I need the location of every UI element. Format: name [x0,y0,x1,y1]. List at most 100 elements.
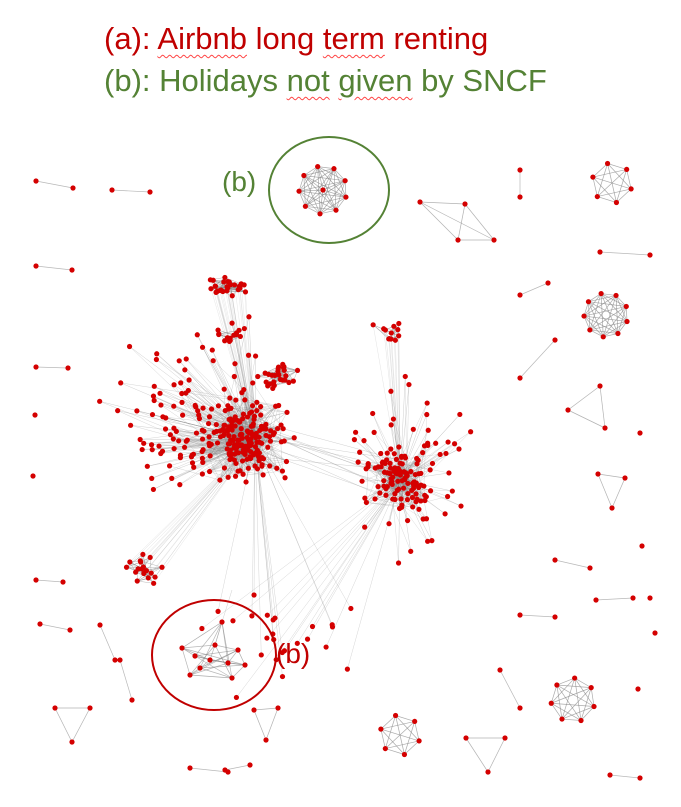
graph-edge [322,180,346,191]
graph-node [283,373,289,379]
legend-a-mid: long [247,21,323,56]
graph-node [238,426,244,432]
graph-edge [385,329,401,481]
graph-edge [487,737,506,773]
graph-node [429,460,436,467]
graph-edge [156,359,256,441]
graph-edge [588,301,628,322]
graph-node [252,444,259,450]
graph-node [397,460,403,466]
graph-edge [390,482,427,497]
graph-edge [186,358,256,441]
graph-edge [602,295,617,337]
graph-edge [561,718,582,721]
graph-node [424,400,430,406]
graph-edge [419,201,495,241]
graph-edge [269,434,274,466]
graph-node [389,479,395,485]
graph-node [280,365,287,371]
graph-edge [228,426,284,429]
graph-node [215,327,221,333]
graph-node [143,568,150,574]
graph-node [280,426,286,432]
graph-edge [237,649,246,666]
graph-edge [567,385,601,411]
graph-node [391,451,397,457]
graph-node [70,185,76,191]
graph-edge [210,286,228,289]
graph-node [455,237,461,243]
graph-node [423,516,430,522]
graph-node [67,627,73,633]
graph-node [427,488,434,494]
graph-node [416,738,422,744]
graph-node [97,398,103,404]
graph-edge [399,414,461,481]
graph-node [384,483,390,490]
graph-node [279,468,286,474]
graph-node [234,445,240,451]
graph-node [221,465,228,471]
graph-edge [391,332,401,481]
graph-edge [250,457,287,462]
graph-node [613,292,619,299]
graph-edge [597,473,626,479]
graph-edge [219,439,231,481]
graph-node [301,172,307,179]
graph-edge [603,321,628,338]
graph-node [157,390,163,396]
graph-node [52,705,58,711]
graph-edge [174,439,256,449]
graph-edge [181,393,274,435]
graph-edge [254,439,274,635]
graph-node [227,456,233,463]
graph-edge [609,774,641,779]
graph-node [378,464,384,470]
graph-node [222,407,228,414]
graph-node [290,378,296,384]
graph-edge [218,405,226,426]
graph-node [187,765,193,771]
graph-node [229,293,235,299]
graph-node [384,457,390,463]
graph-edge [574,678,582,721]
graph-edge [276,479,401,660]
graph-edge [597,169,627,197]
graph-node [230,437,236,444]
graph-node [254,449,260,455]
graph-edge [161,439,256,568]
graph-edge [224,764,251,771]
graph-edge [265,707,279,741]
graph-node [267,463,273,469]
graph-edge [583,315,628,322]
graph-edge [298,190,337,211]
graph-edge [588,301,627,307]
graph-node [598,290,604,297]
graph-edge [600,293,627,307]
graph-node [233,332,239,338]
graph-node [446,470,452,476]
graph-edge [235,463,263,465]
graph-node [408,468,414,475]
graph-node [219,619,225,625]
graph-node [251,416,257,422]
graph-edge [385,748,405,755]
graph-edge [214,644,233,679]
graph-node [187,672,193,678]
graph-edge [312,479,401,627]
graph-node [357,449,363,455]
legend-entry-a: (a): Airbnb long term renting [104,18,547,60]
graph-edge [561,687,592,720]
graph-node [388,388,394,394]
graph-node [294,640,300,646]
graph-node [275,705,281,711]
graph-edge [176,431,270,467]
graph-node [231,282,238,288]
graph-node [309,623,316,630]
graph-node [387,470,393,477]
graph-edge [596,163,608,197]
graph-node [213,421,219,428]
graph-edge [347,479,401,670]
graph-node [178,380,184,386]
graph-node [386,521,392,527]
